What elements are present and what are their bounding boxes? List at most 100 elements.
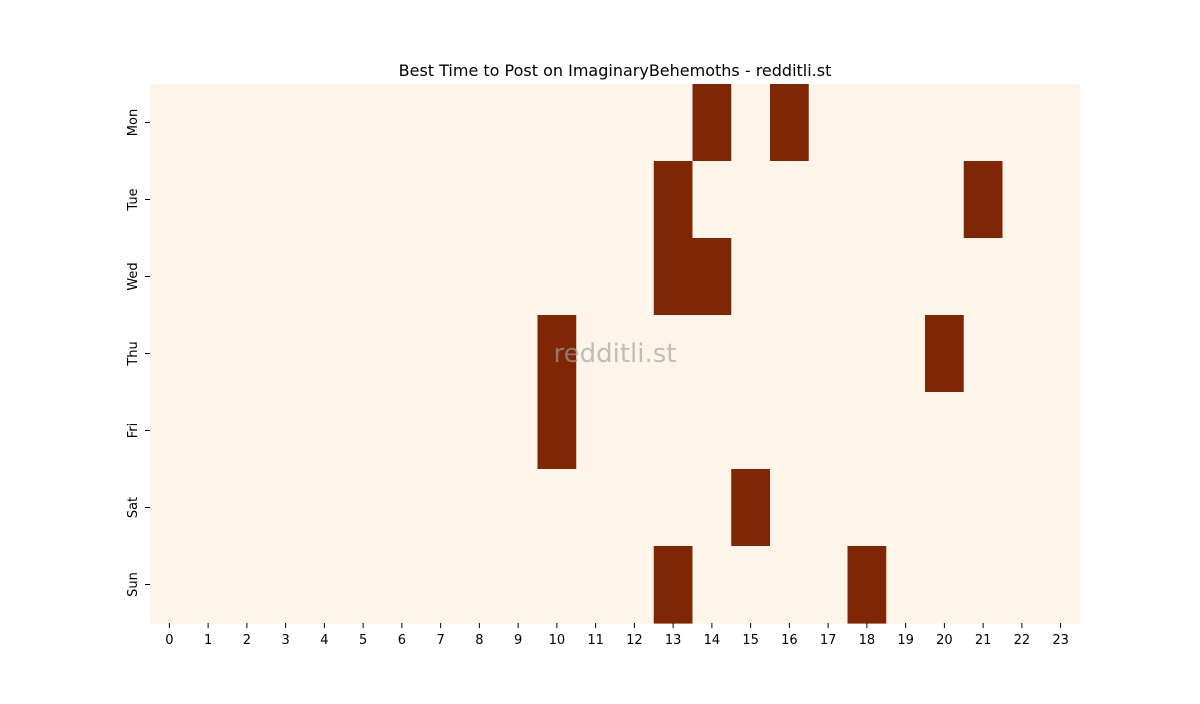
heatmap-cell-thu-4 [305, 315, 345, 393]
heatmap-cell-fri-10 [537, 392, 577, 470]
heatmap-cell-wed-14 [692, 238, 732, 316]
heatmap-cell-fri-20 [925, 392, 965, 470]
heatmap-cell-sat-8 [460, 469, 500, 547]
y-tick-label: Fri [126, 423, 141, 439]
heatmap-cell-mon-18 [847, 84, 887, 162]
heatmap-cell-sat-13 [653, 469, 694, 547]
heatmap-cell-tue-23 [1041, 161, 1081, 239]
heatmap-cell-mon-11 [576, 84, 616, 162]
watermark-text: redditli.st [554, 339, 677, 369]
heatmap-cell-wed-0 [150, 238, 190, 316]
heatmap-cell-wed-8 [460, 238, 500, 316]
x-tick-label: 1 [204, 633, 212, 648]
heatmap-cell-wed-13 [653, 238, 694, 316]
heatmap-cell-wed-6 [382, 238, 422, 316]
heatmap-cell-wed-12 [615, 238, 655, 316]
y-tick-label: Mon [126, 109, 141, 136]
heatmap-cell-sat-23 [1041, 469, 1081, 547]
heatmap-cell-tue-17 [808, 161, 849, 239]
heatmap-cell-thu-19 [886, 315, 926, 393]
x-tick-label: 23 [1052, 633, 1069, 648]
heatmap-cell-tue-22 [1002, 161, 1042, 239]
heatmap-cell-tue-13 [653, 161, 694, 239]
heatmap-cell-sat-20 [925, 469, 965, 547]
heatmap-cell-wed-10 [537, 238, 577, 316]
heatmap-cell-fri-2 [227, 392, 267, 470]
heatmap-cell-sun-13 [653, 546, 694, 624]
heatmap-cell-sun-3 [266, 546, 306, 624]
x-tick-label: 16 [781, 633, 798, 648]
heatmap-cell-sun-19 [886, 546, 926, 624]
heatmap-cell-sat-5 [343, 469, 384, 547]
heatmap-cell-thu-21 [963, 315, 1004, 393]
x-tick-label: 15 [742, 633, 759, 648]
heatmap-cell-mon-8 [460, 84, 500, 162]
heatmap-cell-wed-11 [576, 238, 616, 316]
heatmap-cell-wed-19 [886, 238, 926, 316]
heatmap-cell-tue-5 [343, 161, 384, 239]
heatmap-cell-thu-12 [615, 315, 655, 393]
heatmap-cell-sat-0 [150, 469, 190, 547]
heatmap-cell-thu-17 [808, 315, 849, 393]
heatmap-cell-mon-1 [188, 84, 229, 162]
heatmap-cell-sat-19 [886, 469, 926, 547]
heatmap-cell-thu-10 [537, 315, 577, 393]
heatmap-cell-fri-11 [576, 392, 616, 470]
x-tick-label: 21 [975, 633, 992, 648]
heatmap-cell-mon-0 [150, 84, 190, 162]
heatmap-cell-mon-12 [615, 84, 655, 162]
y-tick-label: Wed [126, 262, 141, 290]
heatmap-cell-tue-7 [421, 161, 461, 239]
heatmap-cell-sat-3 [266, 469, 306, 547]
heatmap-cell-mon-6 [382, 84, 422, 162]
heatmap-cell-wed-22 [1002, 238, 1042, 316]
heatmap-cell-thu-0 [150, 315, 190, 393]
heatmap-cell-mon-5 [343, 84, 384, 162]
heatmap-cell-sun-1 [188, 546, 229, 624]
heatmap-cell-fri-1 [188, 392, 229, 470]
heatmap-cell-wed-9 [498, 238, 539, 316]
x-tick-label: 19 [897, 633, 914, 648]
heatmap-cell-fri-15 [731, 392, 771, 470]
heatmap-cell-sun-11 [576, 546, 616, 624]
heatmap-cell-tue-4 [305, 161, 345, 239]
heatmap-cell-fri-21 [963, 392, 1004, 470]
heatmap-cell-sun-16 [770, 546, 810, 624]
heatmap-cell-sun-5 [343, 546, 384, 624]
heatmap-cell-wed-1 [188, 238, 229, 316]
heatmap-cell-fri-18 [847, 392, 887, 470]
heatmap-cell-sun-21 [963, 546, 1004, 624]
heatmap-cell-wed-17 [808, 238, 849, 316]
heatmap-cell-mon-19 [886, 84, 926, 162]
heatmap-cell-thu-1 [188, 315, 229, 393]
heatmap-cell-tue-8 [460, 161, 500, 239]
heatmap-cell-tue-1 [188, 161, 229, 239]
x-tick-label: 18 [859, 633, 876, 648]
heatmap-cell-thu-22 [1002, 315, 1042, 393]
heatmap-cell-tue-20 [925, 161, 965, 239]
heatmap-cell-fri-23 [1041, 392, 1081, 470]
heatmap-cell-fri-7 [421, 392, 461, 470]
heatmap-cell-sun-8 [460, 546, 500, 624]
heatmap-cell-thu-23 [1041, 315, 1081, 393]
heatmap-cell-thu-13 [653, 315, 694, 393]
heatmap-cell-sat-9 [498, 469, 539, 547]
heatmap-cell-fri-6 [382, 392, 422, 470]
heatmap-cell-fri-14 [692, 392, 732, 470]
heatmap-cell-tue-3 [266, 161, 306, 239]
heatmap-cell-wed-5 [343, 238, 384, 316]
heatmap-cell-tue-21 [963, 161, 1004, 239]
y-tick-label: Sun [126, 572, 141, 597]
heatmap-cell-wed-23 [1041, 238, 1081, 316]
heatmap-cell-sat-15 [731, 469, 771, 547]
heatmap-cell-wed-18 [847, 238, 887, 316]
heatmap-cell-mon-4 [305, 84, 345, 162]
x-tick-label: 12 [626, 633, 643, 648]
y-tick-label: Thu [126, 341, 141, 366]
heatmap-cell-wed-4 [305, 238, 345, 316]
heatmap-cell-tue-10 [537, 161, 577, 239]
heatmap-cell-sat-2 [227, 469, 267, 547]
heatmap-cell-sun-12 [615, 546, 655, 624]
heatmap-cell-sun-10 [537, 546, 577, 624]
